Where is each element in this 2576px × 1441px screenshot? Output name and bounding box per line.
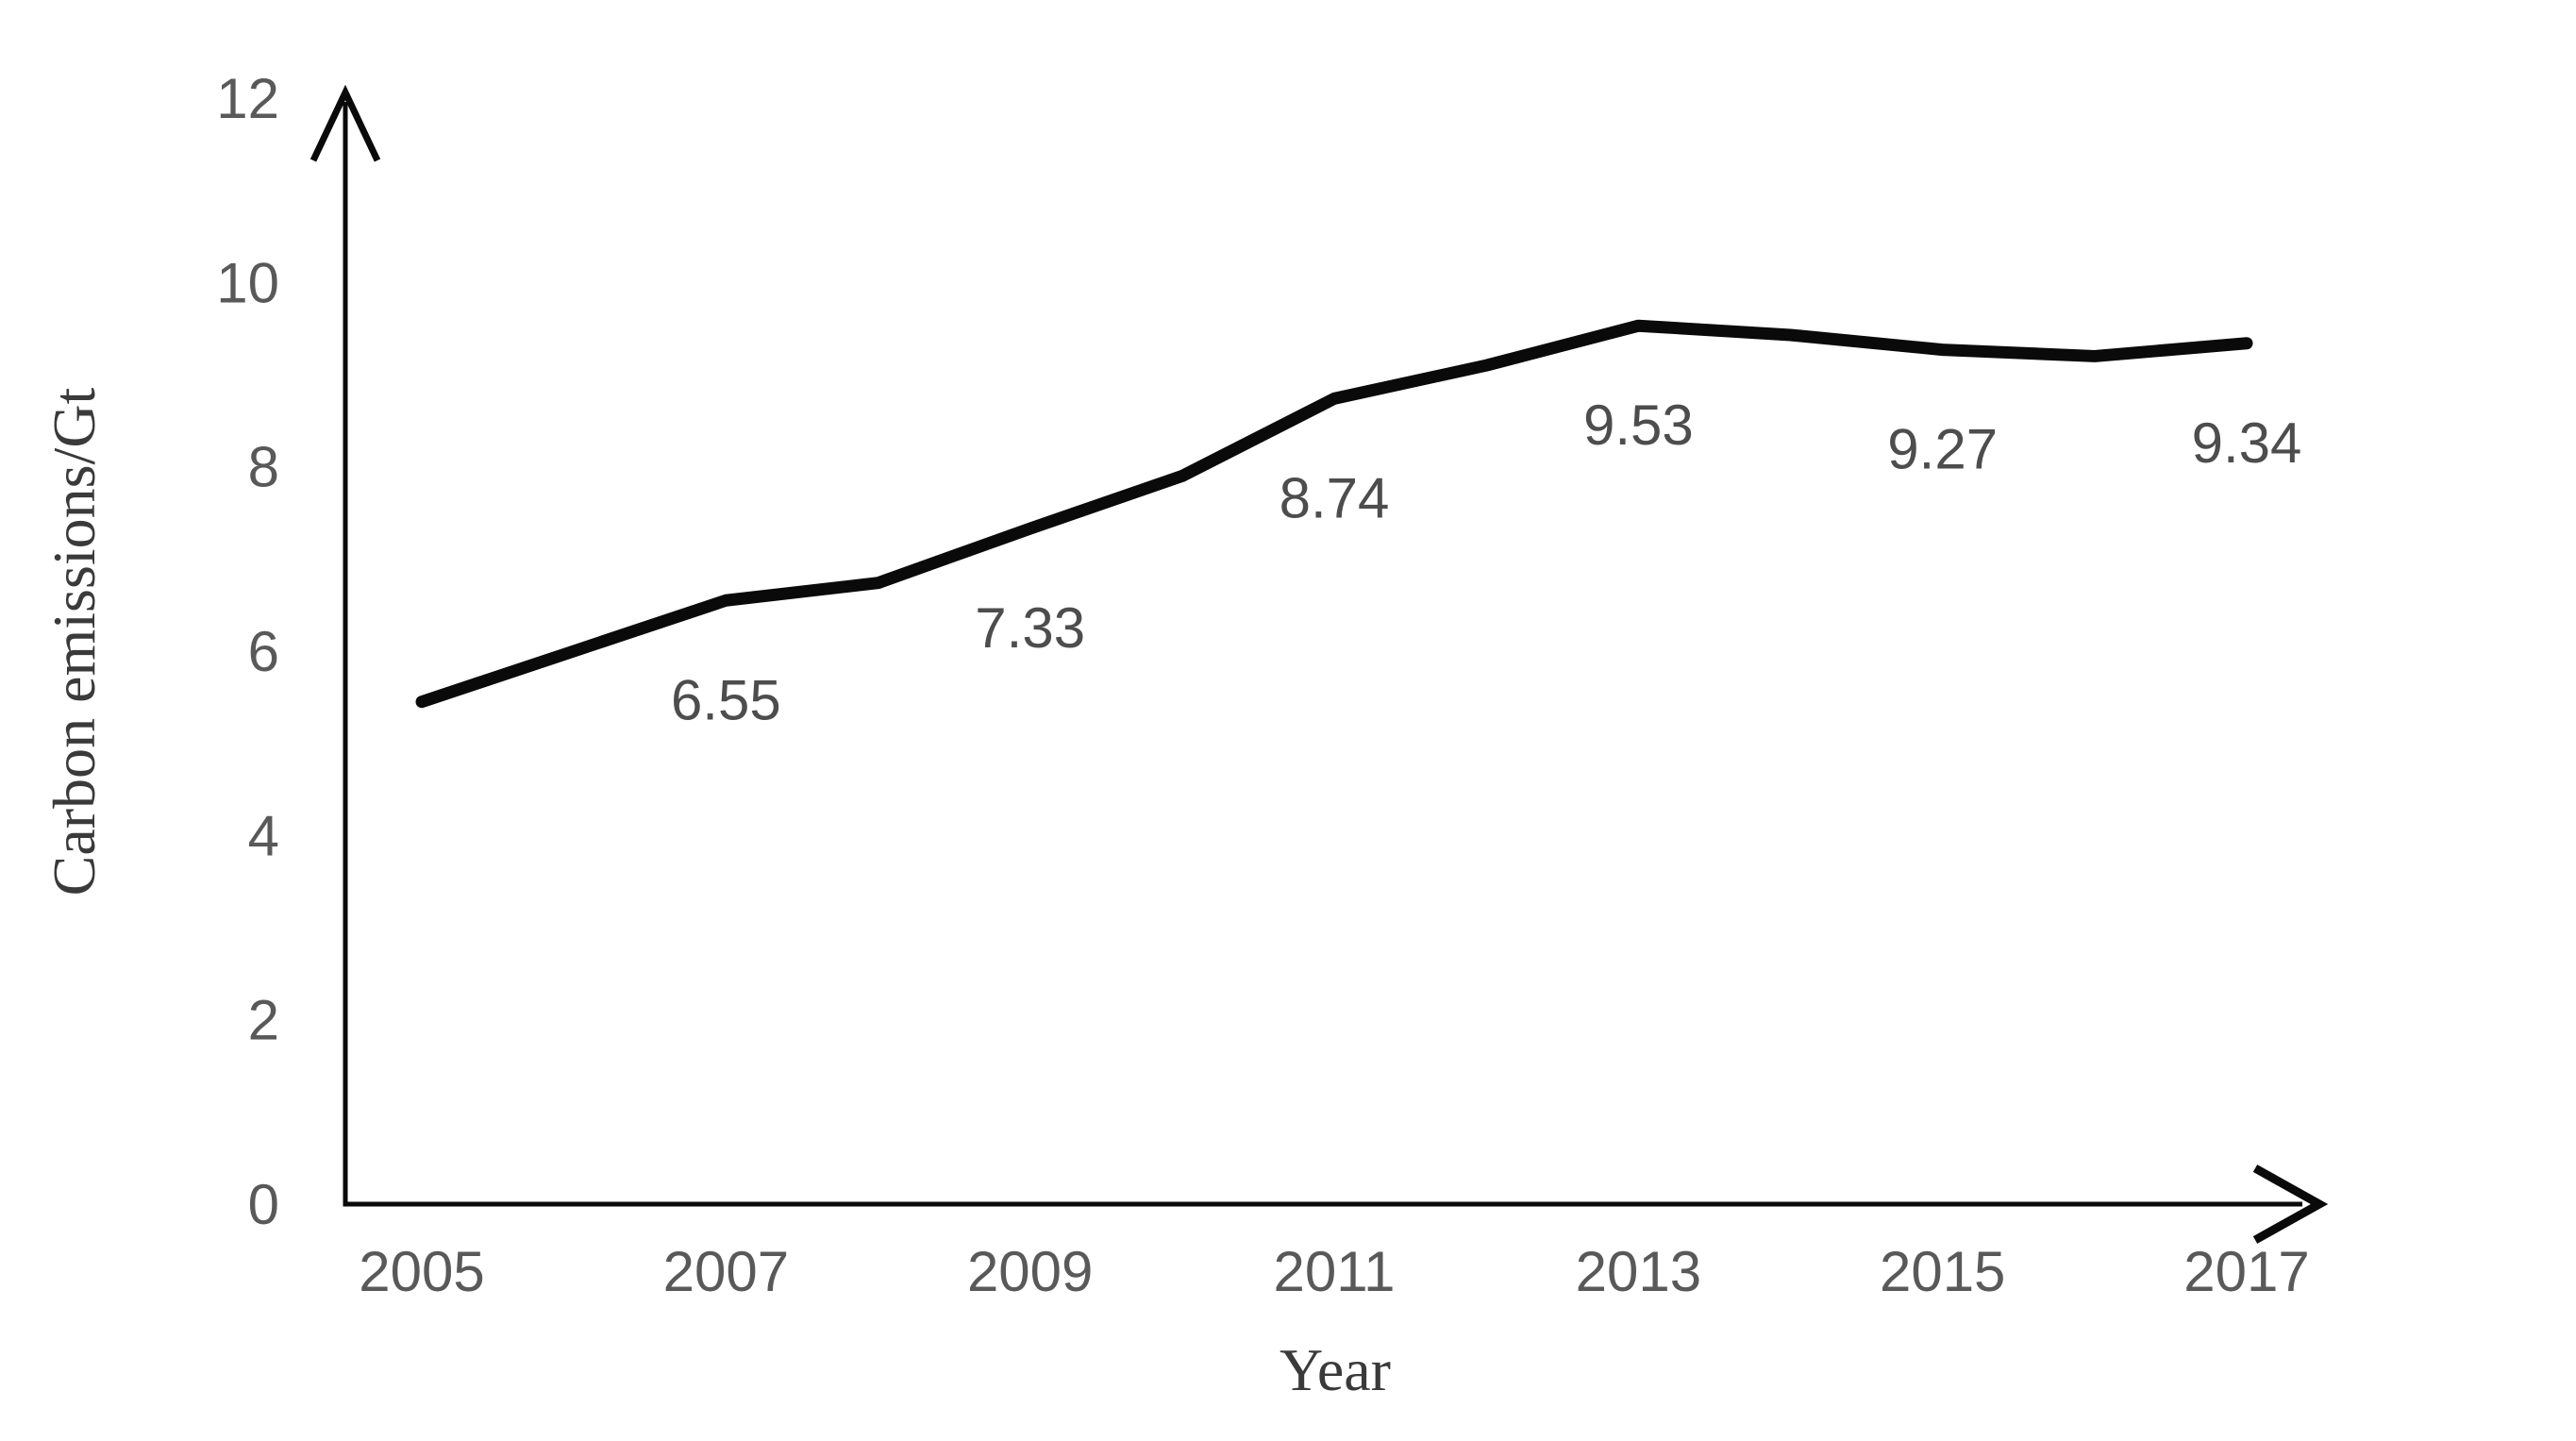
y-tick-label: 4 <box>248 804 279 867</box>
data-label: 7.33 <box>975 596 1085 660</box>
x-tick-label: 2005 <box>359 1240 484 1303</box>
y-tick-label: 6 <box>248 620 279 683</box>
y-tick-label: 12 <box>216 67 279 130</box>
x-tick-label: 2017 <box>2183 1240 2309 1303</box>
data-label: 9.34 <box>2192 411 2302 475</box>
axes <box>309 84 2329 1244</box>
data-label: 9.27 <box>1887 418 1998 481</box>
x-axis-arrow-icon <box>2252 1165 2329 1244</box>
emissions-series <box>415 319 2253 709</box>
y-axis-arrow-icon <box>309 84 381 162</box>
data-label: 9.53 <box>1583 394 1694 457</box>
x-tick-label: 2009 <box>967 1240 1093 1303</box>
x-tick-label: 2007 <box>663 1240 789 1303</box>
emissions-line <box>415 319 2253 709</box>
y-tick-label: 8 <box>248 436 279 499</box>
y-tick-label: 10 <box>216 251 279 314</box>
data-point-labels: 6.55 7.33 8.74 9.53 9.27 9.34 <box>671 394 2301 731</box>
x-axis-title: Year <box>1280 1336 1391 1403</box>
y-axis-tick-labels: 0 2 4 6 8 10 12 <box>216 67 279 1236</box>
x-tick-label: 2015 <box>1880 1240 2005 1303</box>
data-label: 6.55 <box>671 668 781 731</box>
x-tick-label: 2011 <box>1274 1240 1396 1303</box>
x-tick-label: 2013 <box>1576 1240 1701 1303</box>
y-axis-title: Carbon emissions/Gt <box>41 387 108 896</box>
y-tick-label: 0 <box>248 1173 279 1236</box>
x-axis-tick-labels: 2005 2007 2009 2011 2013 2015 2017 <box>359 1240 2310 1303</box>
data-label: 8.74 <box>1280 466 1390 529</box>
y-tick-label: 2 <box>248 989 279 1052</box>
